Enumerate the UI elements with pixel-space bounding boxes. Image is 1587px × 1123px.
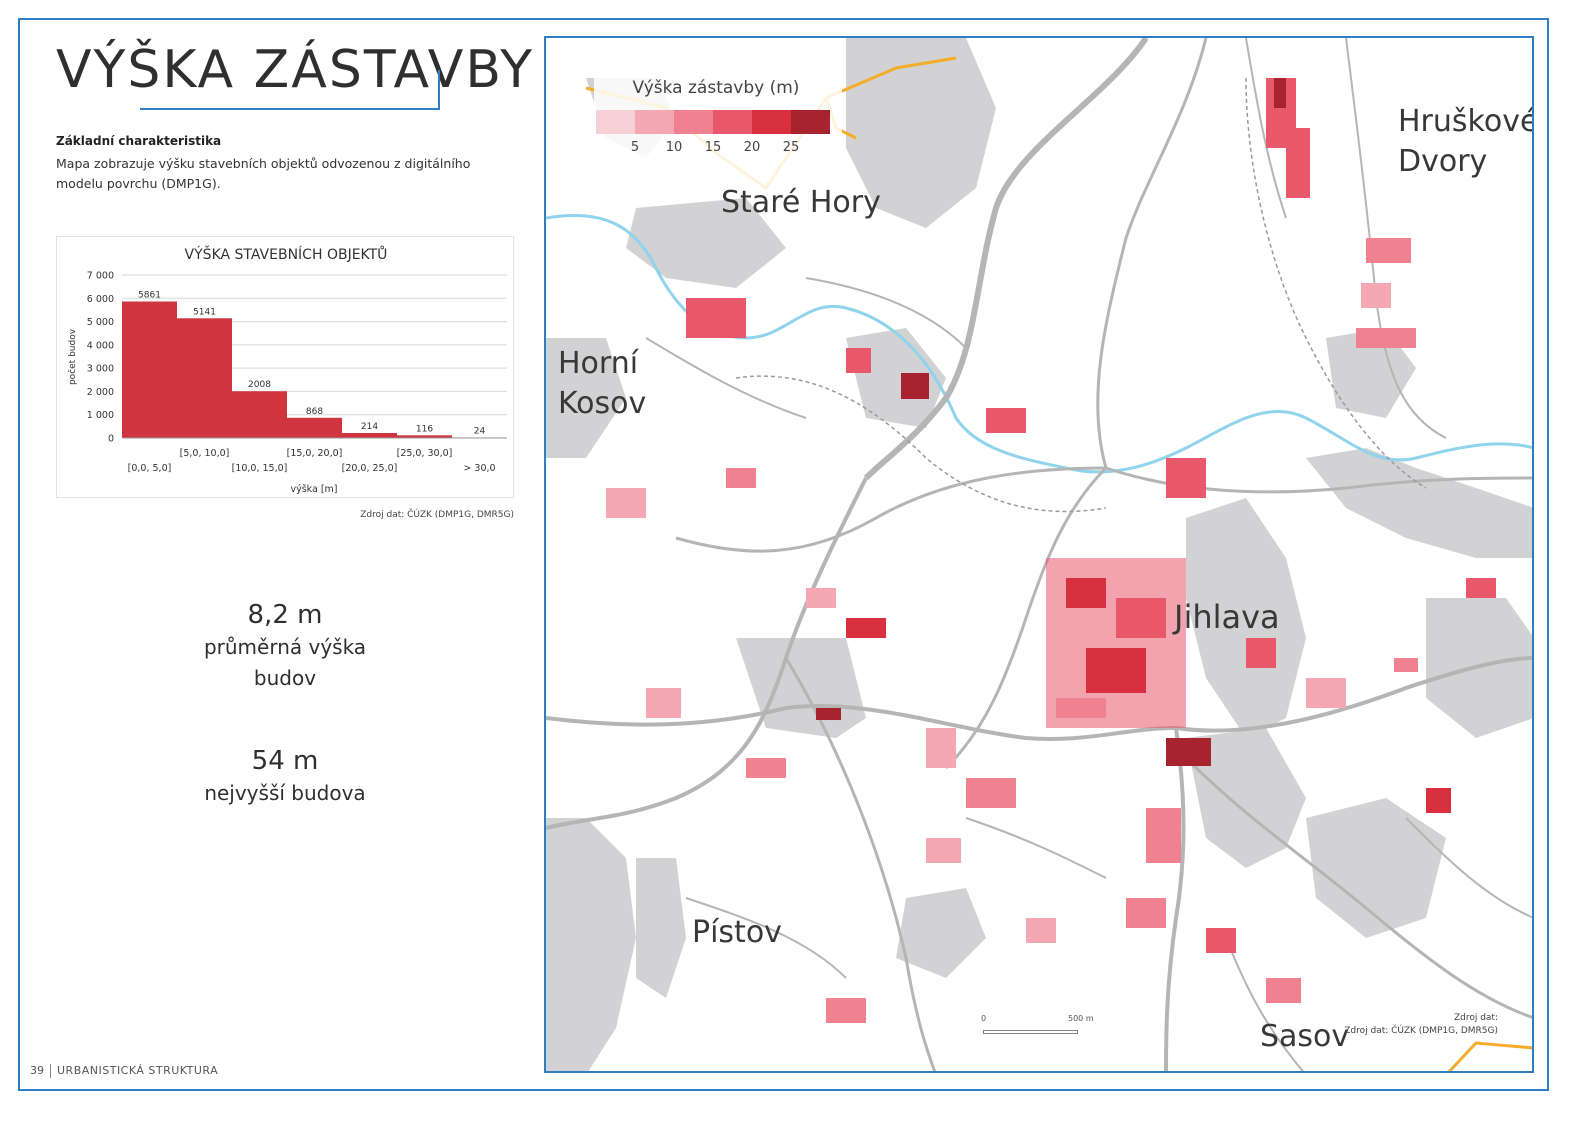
histogram-bar bbox=[177, 318, 232, 438]
x-category-label: > 30,0 bbox=[463, 463, 495, 474]
building-footprints bbox=[606, 78, 1496, 1023]
legend-swatch-6 bbox=[791, 110, 830, 134]
scale-bar: 0 500 m bbox=[978, 1014, 1098, 1044]
legend-swatch-1 bbox=[596, 110, 635, 134]
histogram-bar bbox=[287, 417, 342, 438]
bar-value-label: 2008 bbox=[248, 380, 271, 390]
stat-average-height: 8,2 m průměrná výška budov bbox=[150, 598, 420, 694]
legend-tick-25: 25 bbox=[782, 140, 800, 155]
map-source-line-2: Zdroj dat: ČÚZK (DMP1G, DMR5G) bbox=[1344, 1026, 1498, 1036]
page-number: 39 bbox=[30, 1064, 44, 1077]
map-source: Zdroj dat: Zdroj dat: ČÚZK (DMP1G, DMR5G… bbox=[1344, 1012, 1498, 1038]
histogram-bar bbox=[397, 435, 452, 438]
y-tick-label: 2 000 bbox=[87, 387, 114, 398]
stat-average-label-2: budov bbox=[253, 666, 317, 690]
map-legend: Výška zástavby (m) 5 10 15 20 25 bbox=[596, 78, 836, 196]
railway bbox=[735, 77, 1427, 513]
page-footer: 39 URBANISTICKÁ STRUKTURA bbox=[30, 1064, 218, 1078]
place-label-horni-kosov: Horní Kosov bbox=[558, 344, 646, 424]
section-name: URBANISTICKÁ STRUKTURA bbox=[57, 1064, 219, 1077]
legend-swatch-5 bbox=[752, 110, 791, 134]
scale-bar-graphic bbox=[983, 1030, 1078, 1034]
place-label-pistov: Pístov bbox=[692, 915, 782, 950]
x-category-label: [10,0, 15,0] bbox=[232, 463, 288, 474]
bar-value-label: 116 bbox=[416, 424, 433, 434]
stat-max-height: 54 m nejvyšší budova bbox=[150, 744, 420, 809]
histogram-svg: VÝŠKA STAVEBNÍCH OBJEKTŮ 0 1 000 2 000 3 000… bbox=[67, 245, 507, 495]
y-tick-label: 7 000 bbox=[87, 271, 114, 282]
stat-average-value: 8,2 m bbox=[247, 600, 323, 630]
y-tick-label: 4 000 bbox=[87, 340, 114, 351]
chart-source: Zdroj dat: ČÚZK (DMP1G, DMR5G) bbox=[360, 510, 514, 520]
bar-value-label: 24 bbox=[474, 426, 486, 436]
place-label-hruskove-dvory: Hruškové Dvory bbox=[1398, 102, 1534, 182]
title-underline-corner bbox=[438, 70, 440, 110]
page-title: VÝŠKA ZÁSTAVBY bbox=[56, 40, 534, 100]
map-canvas bbox=[546, 38, 1532, 1071]
place-label-stare-hory: Staré Hory bbox=[721, 185, 881, 220]
place-label-dvory: Dvory bbox=[1398, 144, 1488, 179]
legend-swatch-2 bbox=[635, 110, 674, 134]
histogram-bar bbox=[122, 301, 177, 438]
y-tick-label: 5 000 bbox=[87, 317, 114, 328]
chart-title: VÝŠKA STAVEBNÍCH OBJEKTŮ bbox=[185, 245, 388, 263]
x-category-label: [20,0, 25,0] bbox=[342, 463, 398, 474]
legend-backdrop bbox=[594, 76, 842, 198]
place-label-jihlava: Jihlava bbox=[1174, 598, 1280, 636]
place-label-sasov: Sasov bbox=[1260, 1019, 1350, 1054]
bar-value-label: 868 bbox=[306, 407, 323, 417]
histogram-bar bbox=[342, 433, 397, 438]
place-label-horni: Horní bbox=[558, 346, 639, 381]
place-label-kosov: Kosov bbox=[558, 386, 647, 421]
x-category-label: [5,0, 10,0] bbox=[180, 448, 230, 459]
legend-swatch-4 bbox=[713, 110, 752, 134]
footer-divider bbox=[50, 1064, 51, 1078]
stat-max-label: nejvyšší budova bbox=[204, 781, 366, 805]
characteristics-heading: Základní charakteristika bbox=[56, 134, 222, 148]
characteristics-text: Mapa zobrazuje výšku stavebních objektů … bbox=[56, 156, 471, 191]
title-underline bbox=[140, 108, 440, 110]
height-histogram: VÝŠKA STAVEBNÍCH OBJEKTŮ 0 1 000 2 000 3 000… bbox=[56, 236, 514, 498]
scale-end-label: 500 m bbox=[1068, 1014, 1094, 1023]
bar-value-label: 5861 bbox=[138, 291, 161, 301]
x-category-label: [15,0, 20,0] bbox=[287, 448, 343, 459]
y-axis-title: počet budov bbox=[67, 328, 78, 385]
y-tick-label: 3 000 bbox=[87, 364, 114, 375]
x-category-label: [25,0, 30,0] bbox=[397, 448, 453, 459]
x-axis-title: výška [m] bbox=[290, 484, 337, 495]
stat-max-value: 54 m bbox=[251, 746, 319, 776]
legend-tick-15: 15 bbox=[704, 140, 722, 155]
page-frame bbox=[18, 18, 1549, 1091]
legend-tick-10: 10 bbox=[665, 140, 683, 155]
building-height-map: Výška zástavby (m) 5 10 15 20 25 Staré H… bbox=[544, 36, 1534, 1073]
y-tick-label: 0 bbox=[108, 434, 114, 445]
legend-swatch-3 bbox=[674, 110, 713, 134]
place-label-hruskove: Hruškové bbox=[1398, 104, 1534, 139]
road-network bbox=[546, 38, 1532, 1071]
map-source-line-1: Zdroj dat: bbox=[1453, 1013, 1498, 1023]
histogram-bar bbox=[232, 391, 287, 438]
legend-title: Výška zástavby (m) bbox=[632, 78, 800, 98]
bar-value-label: 214 bbox=[361, 422, 378, 432]
legend-ticks: 5 10 15 20 25 bbox=[596, 140, 836, 160]
legend-tick-5: 5 bbox=[630, 140, 640, 155]
legend-tick-20: 20 bbox=[743, 140, 761, 155]
stat-average-label-1: průměrná výška bbox=[203, 635, 367, 659]
bar-value-label: 5141 bbox=[193, 307, 216, 317]
y-tick-label: 6 000 bbox=[87, 294, 114, 305]
scale-start-label: 0 bbox=[981, 1014, 987, 1023]
legend-color-scale bbox=[596, 110, 830, 134]
y-tick-label: 1 000 bbox=[87, 410, 114, 421]
x-category-label: [0,0, 5,0] bbox=[128, 463, 172, 474]
